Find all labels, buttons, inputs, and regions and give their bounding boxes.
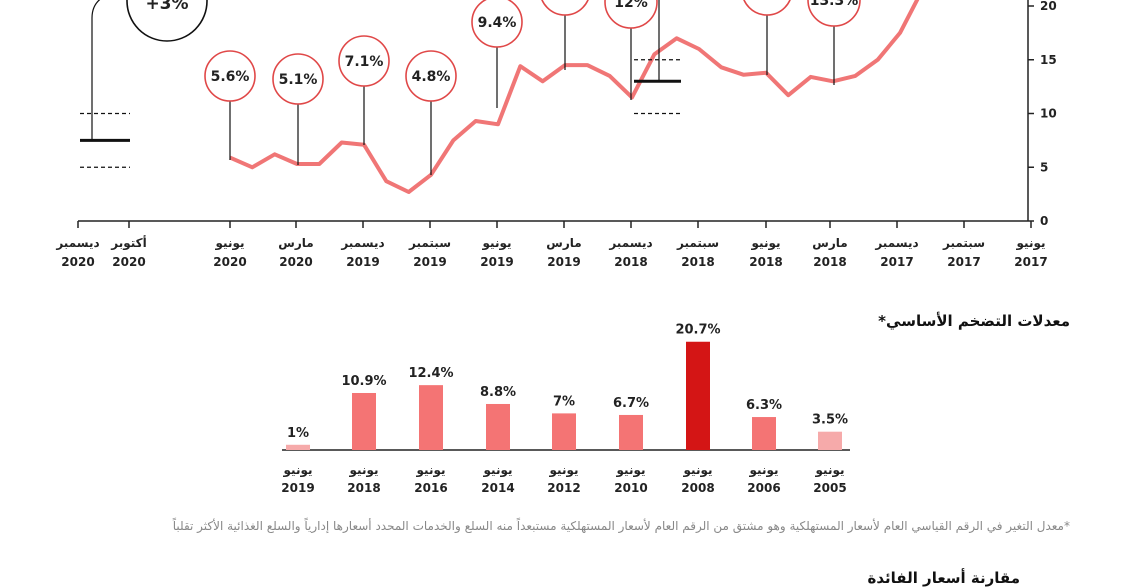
x-tick-year: 2019 (547, 255, 580, 269)
x-tick-month: سبتمبر (408, 236, 451, 250)
x-tick-month: يونيو (215, 236, 245, 251)
x-tick-month: مارس (546, 236, 581, 250)
annotation-bubble (541, 0, 589, 16)
bar-category-year: 2010 (614, 481, 647, 495)
inflation-line-chart: 0 5 10 15 20 يونيو 2017 سبتمبر 2017 ديسمبر 2017 مار… (55, 0, 1057, 269)
x-tick-year: 2017 (880, 255, 913, 269)
y-tick-label: 5 (1040, 160, 1048, 174)
x-tick-year: 2018 (614, 255, 647, 269)
annotation-bubble (338, 35, 390, 87)
annotation-label: 9.4% (478, 15, 517, 31)
x-tick-year: 2018 (813, 255, 846, 269)
core-inflation-bar-chart: 1% يونيو 2019 10.9% يونيو 2018 12.4% يونيو 2016 8… (281, 323, 850, 495)
core-inflation-bar (352, 392, 376, 450)
x-tick-month: سبتمبر (942, 236, 985, 250)
footnote: *معدل التغير في الرقم القياسي العام لأسع… (172, 519, 1070, 533)
y-tick-label: 0 (1040, 214, 1048, 228)
x-tick-month: يونيو (1016, 236, 1046, 251)
core-inflation-bar (686, 341, 710, 450)
y-tick-label: 10 (1040, 107, 1057, 121)
bar-category-year: 2005 (813, 481, 846, 495)
target-leader-line (91, 0, 101, 141)
core-inflation-bar (752, 417, 776, 450)
bar-category-year: 2006 (747, 481, 780, 495)
core-inflation-bar (486, 403, 510, 450)
annotation-bubble (807, 0, 861, 27)
annotation-bubble (604, 0, 658, 29)
inflation-series-line (229, 0, 920, 194)
annotation-label: 5.1% (279, 72, 318, 88)
bar-value-label: 7% (553, 394, 575, 409)
core-inflation-bar (818, 431, 842, 450)
annotation-bubble (272, 53, 324, 105)
x-tick-year: 2020 (61, 255, 94, 269)
x-tick-year: 2018 (749, 255, 782, 269)
annotation-label: 7.1% (345, 54, 384, 70)
bar-category-year: 2014 (481, 481, 514, 495)
bar-category-month: يونيو (749, 463, 779, 478)
bar-category-month: يونيو (349, 463, 379, 478)
x-tick-month: مارس (278, 236, 313, 250)
core-inflation-bar (286, 444, 310, 450)
x-tick-year: 2019 (480, 255, 513, 269)
bar-category-month: يونيو (549, 463, 579, 478)
annotation-label: 12% (614, 0, 648, 11)
x-tick-month: يونيو (482, 236, 512, 251)
annotation-bubble (471, 0, 523, 48)
x-tick-month: مارس (812, 236, 847, 250)
bar-value-label: 20.7% (675, 323, 720, 338)
core-inflation-bar (552, 413, 576, 450)
x-tick-year: 2018 (681, 255, 714, 269)
core-inflation-title: معدلات التضخم الأساسي* (878, 312, 1070, 330)
core-inflation-bar (419, 385, 443, 450)
bar-category-month: يونيو (283, 463, 313, 478)
x-tick-year: 2017 (947, 255, 980, 269)
x-tick-year: 2020 (213, 255, 246, 269)
x-tick-month: سبتمبر (676, 236, 719, 250)
x-tick-month: ديسمبر (340, 236, 384, 250)
bar-category-year: 2008 (681, 481, 714, 495)
bar-value-label: 8.8% (480, 385, 516, 400)
annotation-label: 5.6% (211, 69, 250, 85)
next-section-title: مقارنة أسعار الفائدة (867, 569, 1020, 587)
bar-category-year: 2016 (414, 481, 447, 495)
x-tick-year: 2020 (279, 255, 312, 269)
y-tick-label: 15 (1040, 53, 1057, 67)
x-tick-year: 2019 (413, 255, 446, 269)
core-inflation-bar (619, 414, 643, 450)
x-tick-month: ديسمبر (874, 236, 918, 250)
bar-value-label: 3.5% (812, 413, 848, 428)
bar-category-month: يونيو (416, 463, 446, 478)
annotation-bubble (405, 50, 457, 102)
annotation-bubble (204, 50, 256, 102)
x-tick-year: 2017 (1014, 255, 1047, 269)
target-bubble (126, 0, 208, 42)
x-tick-month: ديسمبر (608, 236, 652, 250)
bar-category-month: يونيو (616, 463, 646, 478)
annotation-label: 13.3% (810, 0, 859, 9)
annotation-label: 4.8% (412, 69, 451, 85)
bar-value-label: 12.4% (408, 366, 453, 381)
x-tick-month: يونيو (751, 236, 781, 251)
bar-category-month: يونيو (483, 463, 513, 478)
x-tick-year: 2020 (112, 255, 145, 269)
x-tick-month: ديسمبر (55, 236, 99, 250)
bar-category-month: يونيو (683, 463, 713, 478)
bar-category-year: 2012 (547, 481, 580, 495)
bar-category-month: يونيو (815, 463, 845, 478)
bar-value-label: 10.9% (341, 374, 386, 389)
bar-value-label: 6.3% (746, 398, 782, 413)
annotation-bubble (743, 0, 791, 16)
bar-category-year: 2018 (347, 481, 380, 495)
y-tick-label: 20 (1040, 0, 1057, 13)
bar-value-label: 6.7% (613, 396, 649, 411)
bar-value-label: 1% (287, 426, 309, 441)
bar-category-year: 2019 (281, 481, 314, 495)
x-tick-year: 2019 (346, 255, 379, 269)
annotation-label: +3% (145, 0, 188, 14)
x-tick-month: أكتوبر (110, 235, 146, 251)
